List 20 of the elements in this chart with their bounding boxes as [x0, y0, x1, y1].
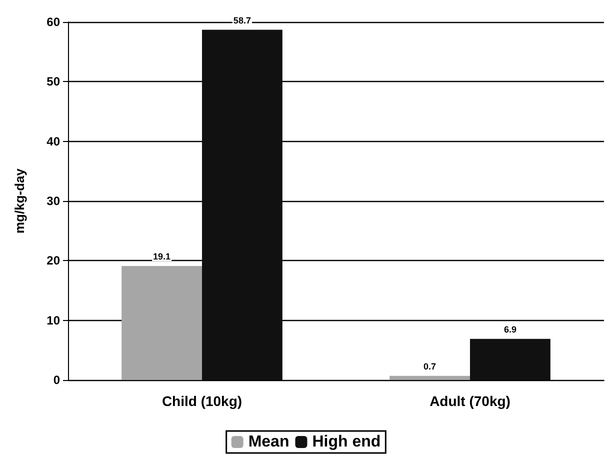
- legend-label: Mean: [248, 434, 290, 450]
- data-label: 6.9: [504, 324, 516, 334]
- y-tick-label: 0: [53, 373, 60, 387]
- y-axis-title: mg/kg-day: [12, 168, 27, 234]
- x-tick-label: Adult (70kg): [430, 393, 510, 409]
- bar: [470, 338, 550, 380]
- y-tick-label: 30: [46, 194, 60, 208]
- data-label: 58.7: [233, 15, 251, 26]
- y-tick-label: 40: [46, 134, 60, 148]
- y-tick-label: 20: [46, 254, 60, 268]
- data-label: 19.1: [153, 252, 171, 262]
- bar: [122, 266, 202, 380]
- legend-label: High end: [312, 434, 381, 450]
- y-tick-label: 10: [46, 313, 60, 328]
- bar: [202, 30, 282, 380]
- x-tick-label: Child (10kg): [162, 393, 242, 409]
- y-tick-label: 60: [46, 15, 60, 29]
- data-label: 0.7: [424, 361, 436, 372]
- y-tick-label: 50: [46, 74, 60, 89]
- bar: [390, 376, 470, 380]
